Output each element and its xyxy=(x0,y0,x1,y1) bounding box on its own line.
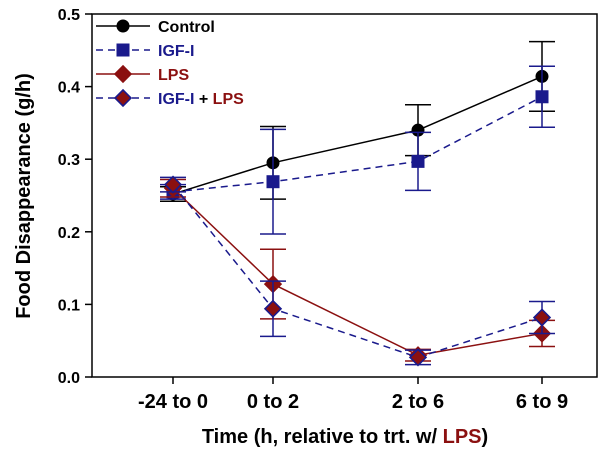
axes-group: 0.0 0.1 0.2 0.3 0.4 0.5 -24 to 0 0 to 2 2 to 6 6 … xyxy=(58,7,598,413)
series-3 xyxy=(160,175,555,367)
x-axis-title-highlight: LPS xyxy=(443,426,482,448)
legend-marker xyxy=(113,64,133,84)
legend-item-2: LPS xyxy=(96,64,189,84)
data-point xyxy=(535,90,549,104)
data-point xyxy=(411,154,425,168)
data-point xyxy=(163,175,183,194)
legend-marker xyxy=(116,19,130,33)
series-group xyxy=(160,40,555,367)
y-tick-label: 0.2 xyxy=(58,225,80,242)
series-0 xyxy=(160,40,555,203)
series-2 xyxy=(160,178,555,365)
y-tick-label: 0.1 xyxy=(58,297,80,314)
legend-marker xyxy=(113,88,133,108)
legend-label: IGF-I + LPS xyxy=(158,91,244,108)
legend-label-part: LPS xyxy=(213,91,244,108)
legend-label: IGF-I xyxy=(158,43,194,60)
plot-frame xyxy=(91,13,598,378)
legend-label-part: + xyxy=(194,91,212,108)
legend-label: Control xyxy=(158,19,215,36)
data-point xyxy=(266,175,280,189)
x-tick-label: 6 to 9 xyxy=(516,391,568,413)
series-line xyxy=(172,187,543,357)
x-axis-title: Time (h, relative to trt. w/ LPS) xyxy=(202,426,488,448)
legend-item-0: Control xyxy=(96,19,215,36)
series-line xyxy=(172,75,543,195)
legend-item-3: IGF-I + LPS xyxy=(96,88,244,108)
data-point xyxy=(532,308,552,327)
x-tick-label: -24 to 0 xyxy=(138,391,208,413)
legend-label: LPS xyxy=(158,67,189,84)
y-tick-label: 0.0 xyxy=(58,370,80,387)
data-point xyxy=(408,348,428,367)
y-tick-label: 0.4 xyxy=(58,80,80,97)
legend-item-1: IGF-I xyxy=(96,43,194,60)
x-axis-title-suffix: ) xyxy=(482,426,489,448)
y-axis-title: Food Disappearance (g/h) xyxy=(13,73,35,319)
data-point xyxy=(263,299,283,318)
legend-label-part: IGF-I xyxy=(158,91,194,108)
x-tick-label: 2 to 6 xyxy=(392,391,444,413)
x-axis-title-prefix: Time (h, relative to trt. w/ xyxy=(202,426,443,448)
legend-marker xyxy=(116,43,130,57)
y-tick-label: 0.5 xyxy=(58,7,80,24)
series-line xyxy=(172,184,543,359)
series-line xyxy=(172,96,543,193)
x-tick-label: 0 to 2 xyxy=(247,391,299,413)
y-tick-label: 0.3 xyxy=(58,152,80,169)
